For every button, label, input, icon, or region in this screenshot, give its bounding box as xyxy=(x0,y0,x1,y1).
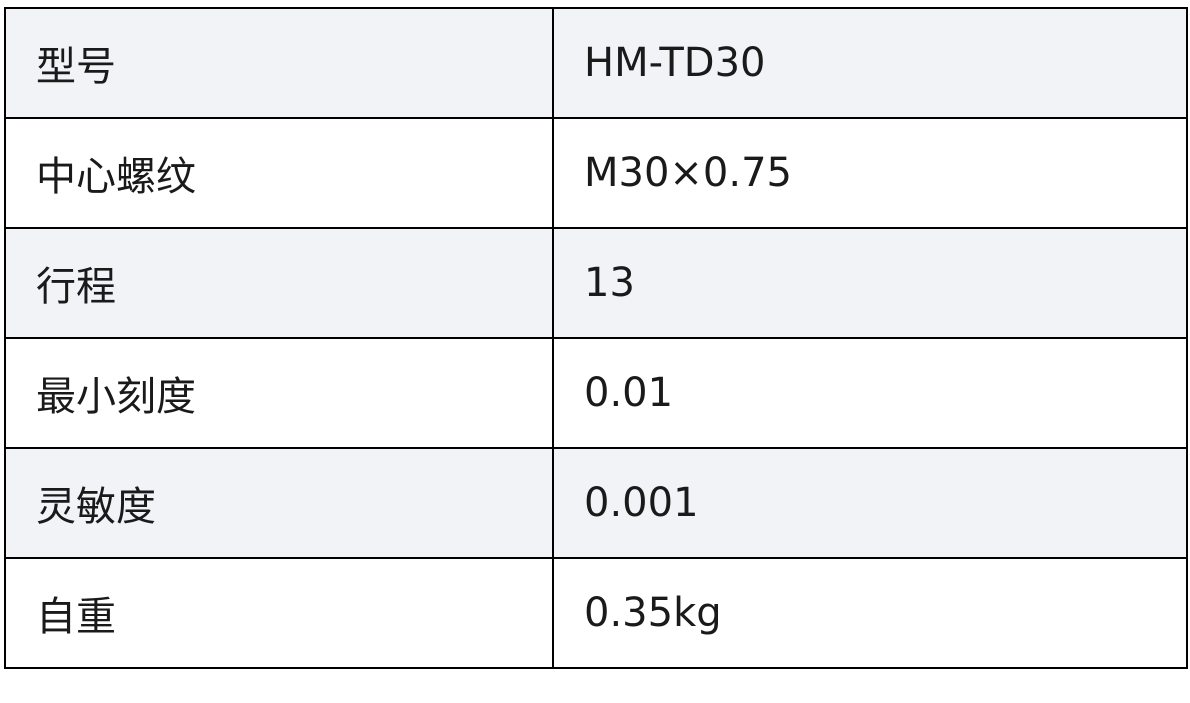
table-row: 型号 HM-TD30 xyxy=(4,7,1188,119)
spec-value: 13 xyxy=(552,227,1188,339)
table-row: 中心螺纹 M30×0.75 xyxy=(4,117,1188,229)
spec-value: 0.001 xyxy=(552,447,1188,559)
table-row: 自重 0.35kg xyxy=(4,557,1188,669)
spec-value: 0.35kg xyxy=(552,557,1188,669)
spec-table: 型号 HM-TD30 中心螺纹 M30×0.75 行程 13 最小刻度 0.01 灵敏度 0.00… xyxy=(4,7,1188,669)
spec-value: 0.01 xyxy=(552,337,1188,449)
spec-value: M30×0.75 xyxy=(552,117,1188,229)
table-row: 行程 13 xyxy=(4,227,1188,339)
table-row: 灵敏度 0.001 xyxy=(4,447,1188,559)
table-row: 最小刻度 0.01 xyxy=(4,337,1188,449)
spec-name: 型号 xyxy=(4,7,554,119)
spec-value: HM-TD30 xyxy=(552,7,1188,119)
spec-name: 自重 xyxy=(4,557,554,669)
spec-name: 灵敏度 xyxy=(4,447,554,559)
spec-name: 行程 xyxy=(4,227,554,339)
spec-name: 中心螺纹 xyxy=(4,117,554,229)
spec-name: 最小刻度 xyxy=(4,337,554,449)
